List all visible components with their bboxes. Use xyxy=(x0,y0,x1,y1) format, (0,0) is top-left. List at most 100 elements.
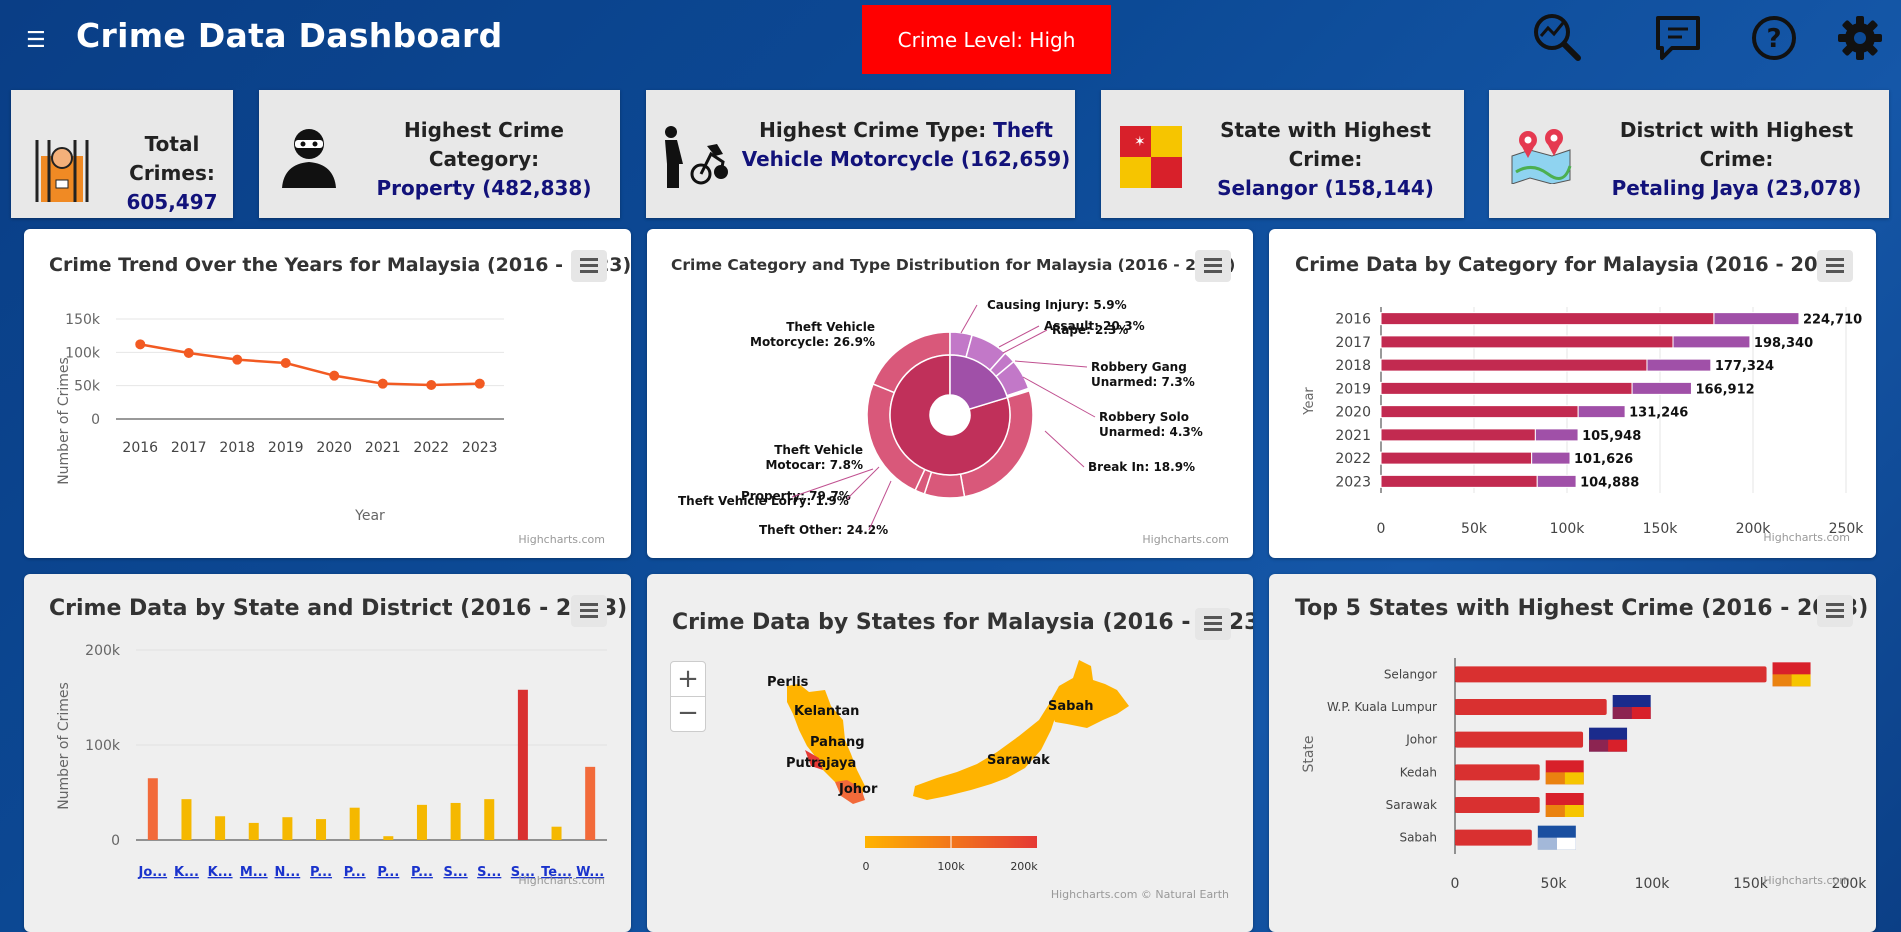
sunburst-label: Robbery Gang Unarmed: 7.3% xyxy=(1091,360,1195,389)
state-district-bar xyxy=(517,689,528,840)
sunburst-menu-icon[interactable] xyxy=(1195,250,1231,282)
trend-xtick: 2022 xyxy=(413,440,449,456)
sarawak-shape[interactable] xyxy=(913,704,1057,800)
feedback-chat-icon[interactable] xyxy=(1652,12,1704,64)
state-district-xtick[interactable]: K... xyxy=(208,865,233,880)
settings-gear-icon[interactable] xyxy=(1834,12,1886,64)
state-district-xtick[interactable]: W... xyxy=(576,865,604,880)
category-total-label: 105,948 xyxy=(1582,429,1641,444)
category-credit[interactable]: Highcharts.com xyxy=(1763,531,1850,544)
state-district-xtick[interactable]: S... xyxy=(444,865,468,880)
trend-title: Crime Trend Over the Years for Malaysia … xyxy=(49,254,631,276)
peninsular-malaysia-shape[interactable] xyxy=(787,684,865,800)
selangor-shape[interactable] xyxy=(805,750,823,770)
map-panel: Crime Data by States for Malaysia (2016 … xyxy=(647,574,1253,932)
state-district-credit[interactable]: Highcharts.com xyxy=(518,874,605,887)
state-district-xtick[interactable]: M... xyxy=(240,865,268,880)
trend-point xyxy=(474,378,485,389)
total-crimes-label-line2: Crimes: xyxy=(129,161,215,185)
sunburst-inner-slice xyxy=(949,354,1009,411)
highest-type-card: Highest Crime Type: Theft Vehicle Motorc… xyxy=(646,90,1075,218)
trend-xtick: 2016 xyxy=(122,440,158,456)
state-district-xtick[interactable]: Jo... xyxy=(138,865,168,880)
sunburst-label: Assault: 20.3% xyxy=(1044,319,1145,333)
highest-category-value: Property (482,838) xyxy=(376,176,592,200)
trend-credit[interactable]: Highcharts.com xyxy=(518,533,605,546)
category-panel: Crime Data by Category for Malaysia (201… xyxy=(1269,229,1876,558)
state-district-xtick[interactable]: S... xyxy=(511,865,535,880)
sunburst-leader xyxy=(960,304,978,334)
top5-ylabel: State xyxy=(1301,735,1317,772)
category-xtick: 100k xyxy=(1550,521,1586,537)
state-label-sabah: Sabah xyxy=(1048,699,1093,714)
category-menu-icon[interactable] xyxy=(1817,250,1853,282)
state-district-bar xyxy=(349,807,360,840)
map-pin-icon xyxy=(1511,129,1572,184)
category-bar xyxy=(1577,405,1626,419)
help-icon[interactable]: ? xyxy=(1748,12,1800,64)
sabah-shape[interactable] xyxy=(1049,660,1129,728)
hamburger-icon[interactable]: ☰ xyxy=(26,28,46,53)
state-district-xtick[interactable]: P... xyxy=(377,865,399,880)
trend-point xyxy=(280,358,291,368)
state-district-bar xyxy=(147,778,158,840)
highest-type-value-2: Vehicle Motorcycle (162,659) xyxy=(741,147,1071,171)
total-crimes-card: Total Crimes: 605,497 xyxy=(11,90,233,218)
prisoner-icon xyxy=(35,140,89,202)
analytics-search-icon[interactable] xyxy=(1532,12,1584,64)
category-xtick: 50k xyxy=(1461,521,1488,537)
category-bar xyxy=(1380,451,1533,465)
state-district-panel: Crime Data by State and District (2016 -… xyxy=(24,574,631,932)
state-district-xtick[interactable]: K... xyxy=(174,865,199,880)
top5-menu-icon[interactable] xyxy=(1817,595,1853,627)
top5-credit[interactable]: Highcharts.com xyxy=(1763,874,1850,887)
map-menu-icon[interactable] xyxy=(1195,608,1231,640)
category-bar xyxy=(1531,451,1571,465)
sunburst-leader xyxy=(1014,360,1088,368)
state-district-chart: Number of Crimes 0 100k 200k Jo... K... K... M… xyxy=(56,643,607,880)
top5-ytick: Kedah xyxy=(1400,765,1437,779)
category-ytick: 2018 xyxy=(1335,358,1371,374)
category-total-label: 177,324 xyxy=(1715,359,1774,374)
sabah-flag-icon xyxy=(1537,825,1576,850)
sunburst-credit[interactable]: Highcharts.com xyxy=(1142,533,1229,546)
state-district-xtick[interactable]: S... xyxy=(477,865,501,880)
sunburst-label: Break In: 18.9% xyxy=(1088,460,1195,474)
state-district-xtick[interactable]: P... xyxy=(344,865,366,880)
top5-xtick: 0 xyxy=(1451,876,1460,892)
state-label-putrajaya: Putrajaya xyxy=(786,756,856,771)
zoom-out-button[interactable]: − xyxy=(670,696,706,732)
trend-menu-icon[interactable] xyxy=(571,250,607,282)
thief-icon xyxy=(282,129,336,188)
trend-ytick: 150k xyxy=(65,312,101,328)
sunburst-chart: Causing Injury: 5.9% Assault: 20.3%Rape: … xyxy=(678,298,1203,537)
category-bar xyxy=(1380,381,1633,395)
state-district-xtick[interactable]: P... xyxy=(310,865,332,880)
top5-bar xyxy=(1455,764,1540,781)
state-district-bar xyxy=(450,802,461,840)
johor-shape[interactable] xyxy=(835,780,865,804)
state-district-xtick[interactable]: P... xyxy=(411,865,433,880)
trend-point xyxy=(135,339,146,350)
state-district-xtick[interactable]: Te... xyxy=(541,865,572,880)
selangor-flag-icon xyxy=(1772,662,1811,687)
total-crimes-label-line1: Total xyxy=(144,132,200,156)
category-bar xyxy=(1536,474,1577,488)
state-label-johor: Johor xyxy=(838,782,878,797)
state-district-bar xyxy=(215,816,226,840)
zoom-in-button[interactable]: + xyxy=(670,661,706,697)
sunburst-label: Rape: 2.3% xyxy=(1052,323,1128,337)
category-total-label: 166,912 xyxy=(1695,382,1754,397)
state-district-bar xyxy=(383,836,394,840)
category-ytick: 2021 xyxy=(1335,428,1371,444)
trend-point xyxy=(329,370,340,381)
state-district-xtick[interactable]: N... xyxy=(275,865,301,880)
trend-chart: Number of Crimes Year 0 50k 100k 150k 2016 20… xyxy=(56,312,504,524)
state-district-bar xyxy=(551,826,562,840)
state-label-pahang: Pahang xyxy=(810,735,865,750)
state-district-ytick: 0 xyxy=(111,833,120,849)
trend-point xyxy=(183,348,194,358)
sarawak-flag-icon xyxy=(1545,793,1584,817)
state-district-menu-icon[interactable] xyxy=(571,595,607,627)
map-credit[interactable]: Highcharts.com © Natural Earth xyxy=(1050,888,1229,901)
